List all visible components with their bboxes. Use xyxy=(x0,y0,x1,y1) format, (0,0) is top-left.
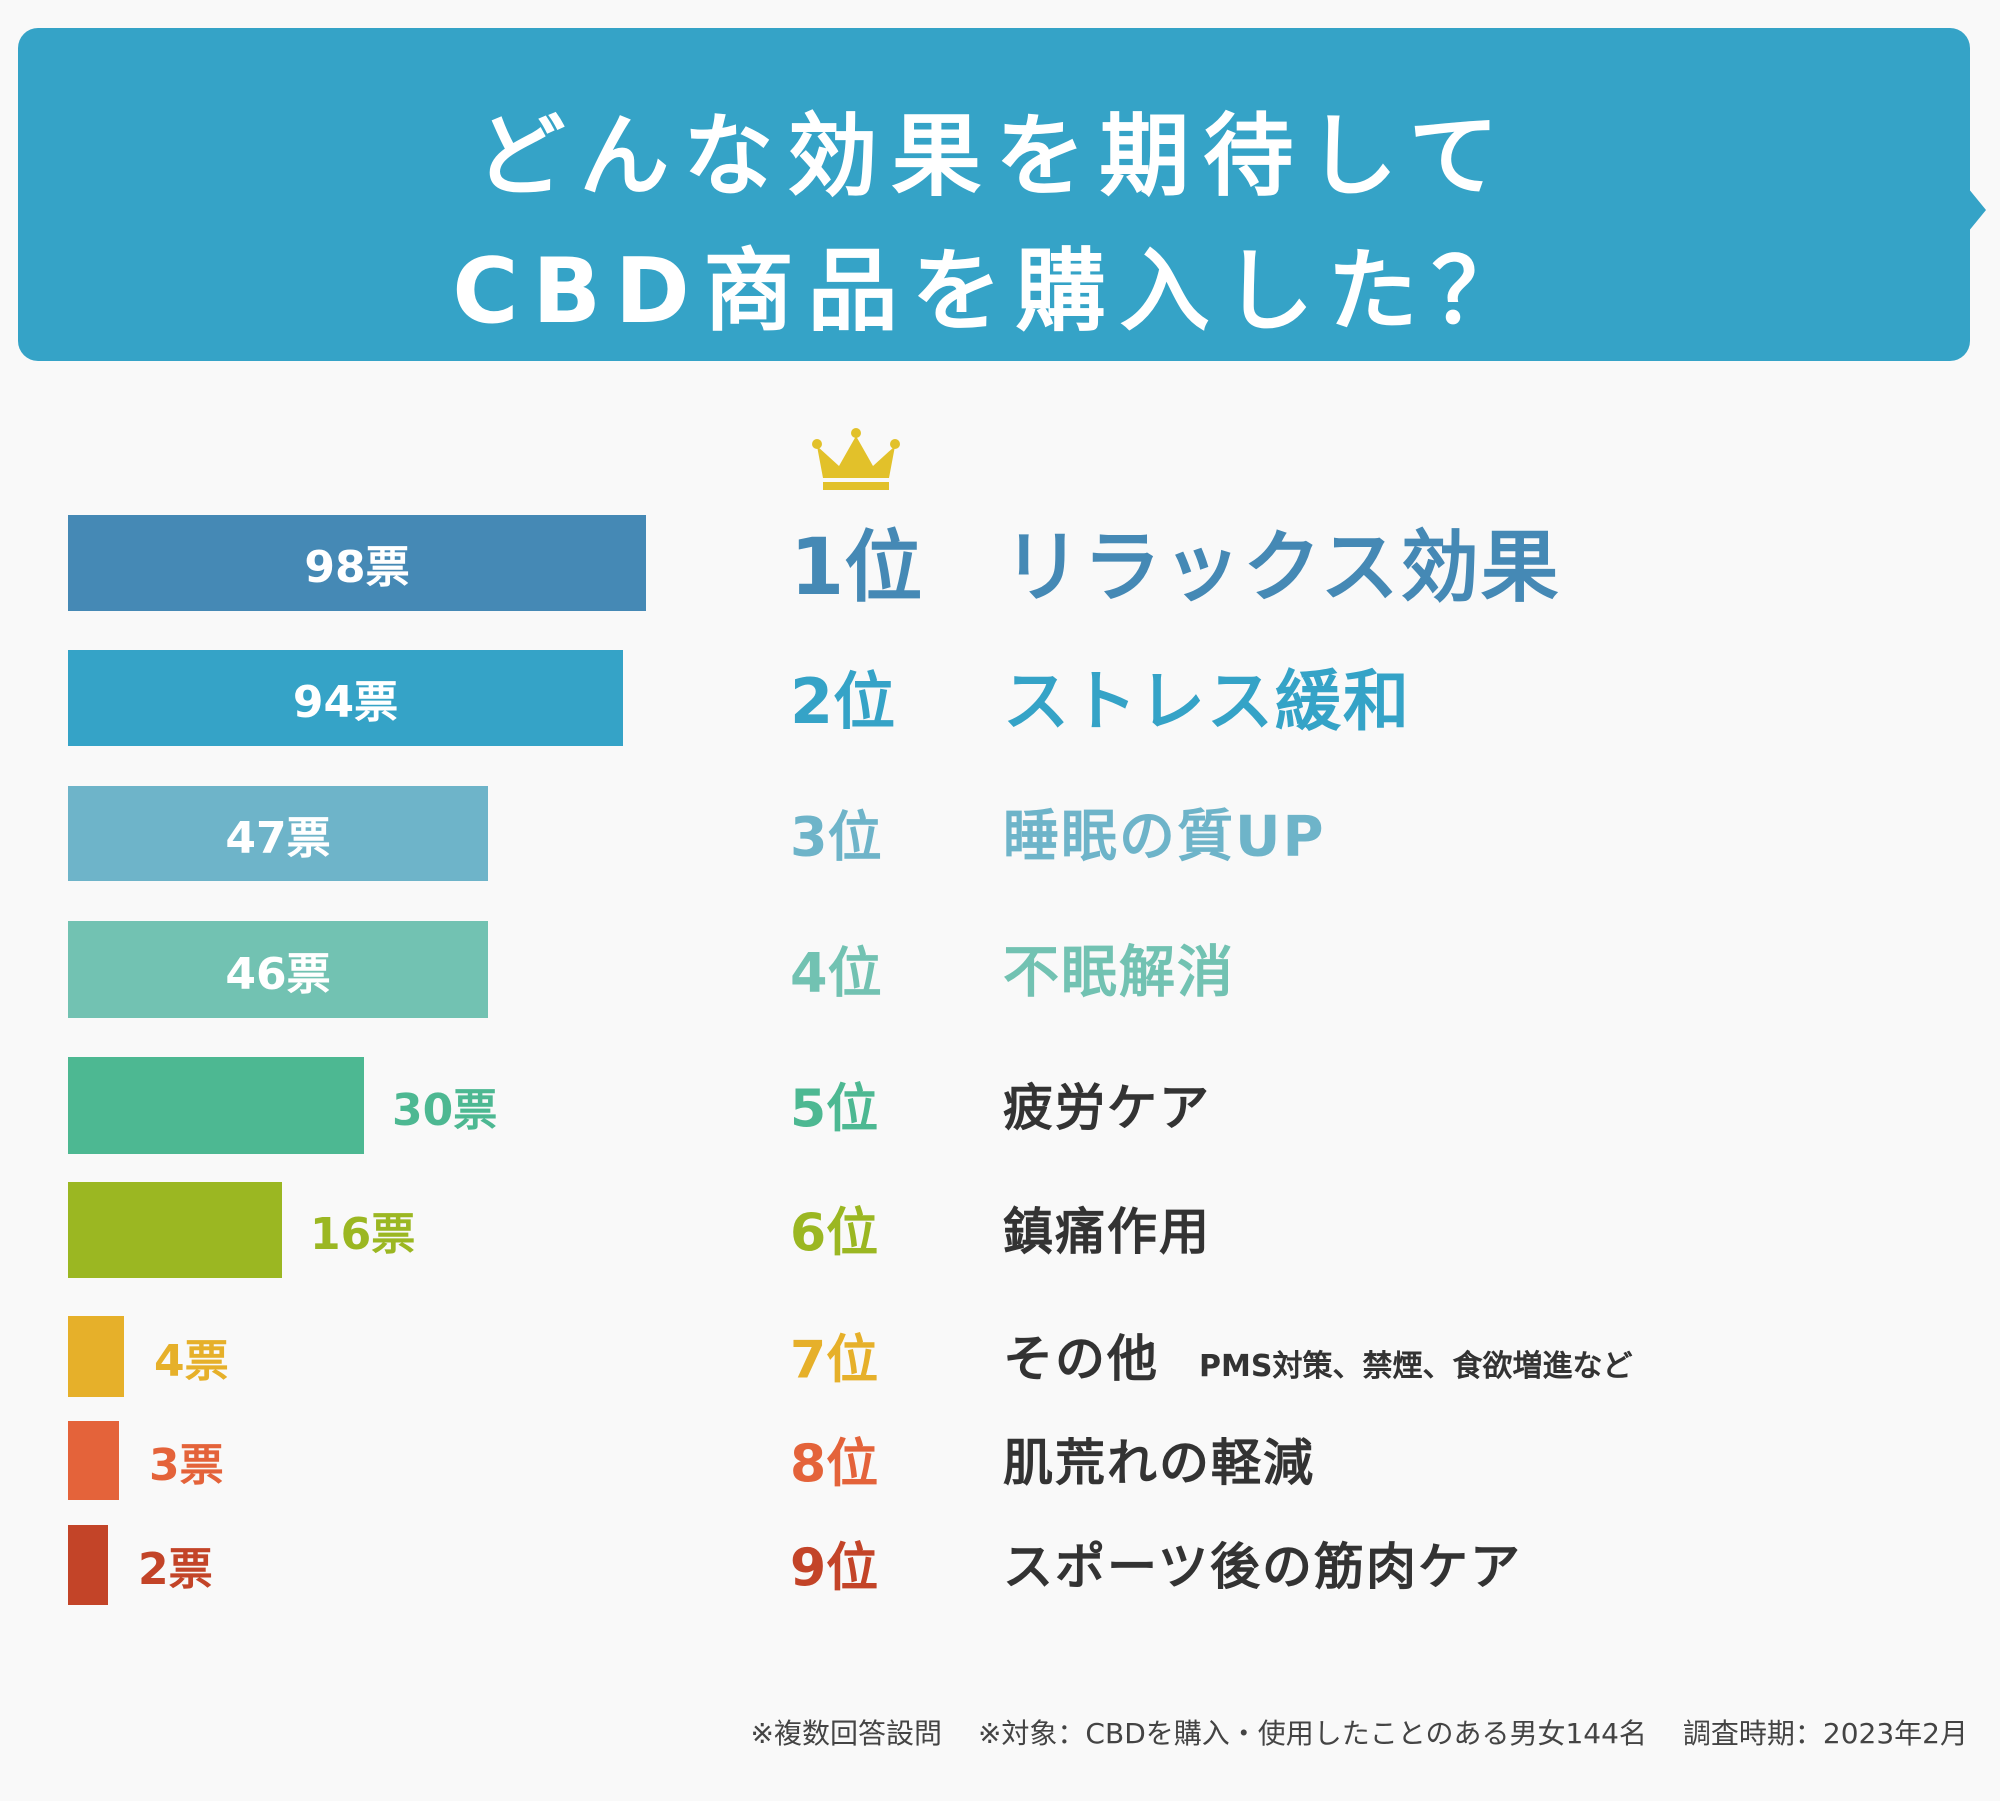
vote-label-3: 47票 xyxy=(225,812,331,864)
category-name: 睡眠の質UP xyxy=(1003,804,1326,869)
category-name: 不眠解消 xyxy=(1003,940,1235,1005)
category-label-7: その他 PMS対策、禁煙、食欲増進など xyxy=(1003,1319,1632,1391)
category-name: ストレス緩和 xyxy=(1003,663,1411,740)
footer-note-target: ※対象：CBDを購入・使用したことのある男女144名 xyxy=(977,1717,1647,1750)
bar-1 xyxy=(68,515,646,611)
category-label-2: ストレス緩和 xyxy=(1003,648,1411,744)
bar-9 xyxy=(68,1525,108,1605)
rank-2: 2位 xyxy=(790,665,896,738)
vote-label-4: 46票 xyxy=(225,948,331,1000)
category-name: リラックス効果 xyxy=(1003,523,1561,613)
category-label-1: リラックス効果 xyxy=(1003,505,1561,617)
category-note: PMS対策、禁煙、食欲増進など xyxy=(1199,1348,1633,1384)
vote-label-8: 3票 xyxy=(149,1439,224,1491)
bar-4 xyxy=(68,921,488,1018)
category-label-6: 鎮痛作用 xyxy=(1003,1192,1211,1264)
category-label-4: 不眠解消 xyxy=(1003,927,1235,1008)
rank-6: 6位 xyxy=(790,1203,879,1264)
rank-8: 8位 xyxy=(790,1434,879,1494)
vote-label-5: 30票 xyxy=(392,1084,498,1136)
vote-label-7: 4票 xyxy=(154,1335,229,1387)
rank-5: 5位 xyxy=(790,1079,879,1139)
bar-8 xyxy=(68,1421,119,1500)
bar-5 xyxy=(68,1057,364,1154)
vote-label-1: 98票 xyxy=(304,542,410,593)
category-label-9: スポーツ後の筋肉ケア xyxy=(1003,1527,1522,1599)
bar-2 xyxy=(68,650,623,746)
rank-3: 3位 xyxy=(790,805,882,868)
rank-4: 4位 xyxy=(790,941,882,1004)
category-name: 鎮痛作用 xyxy=(1003,1203,1211,1261)
vote-label-6: 16票 xyxy=(310,1209,416,1260)
footer-note-multiple-answers: ※複数回答設問 xyxy=(750,1717,942,1750)
title-line-1: どんな効果を期待して xyxy=(475,104,1513,209)
title-banner: どんな効果を期待して CBD商品を購入した？ xyxy=(18,28,1986,361)
category-name: スポーツ後の筋肉ケア xyxy=(1003,1538,1522,1596)
rank-1: 1位 xyxy=(790,523,923,613)
rank-7: 7位 xyxy=(790,1330,879,1390)
category-name: その他 xyxy=(1003,1329,1159,1388)
category-name: 疲労ケア xyxy=(1003,1078,1211,1137)
bar-6 xyxy=(68,1182,282,1278)
category-label-8: 肌荒れの軽減 xyxy=(1003,1423,1315,1495)
footer-notes: ※複数回答設問 ※対象：CBDを購入・使用したことのある男女144名 調査時期：20… xyxy=(715,1712,1969,1752)
bar-3 xyxy=(68,786,488,881)
vote-label-9: 2票 xyxy=(138,1544,213,1595)
vote-label-2: 94票 xyxy=(292,677,399,728)
crown-icon xyxy=(812,428,900,490)
category-label-3: 睡眠の質UP xyxy=(1003,791,1326,872)
bar-7 xyxy=(68,1316,124,1397)
category-name: 肌荒れの軽減 xyxy=(1003,1433,1315,1492)
footer-note-period: 調査時期：2023年2月 xyxy=(1682,1717,1968,1750)
rank-9: 9位 xyxy=(790,1538,879,1599)
category-label-5: 疲労ケア xyxy=(1003,1068,1211,1140)
title-line-2: CBD商品を購入した？ xyxy=(452,239,1536,344)
